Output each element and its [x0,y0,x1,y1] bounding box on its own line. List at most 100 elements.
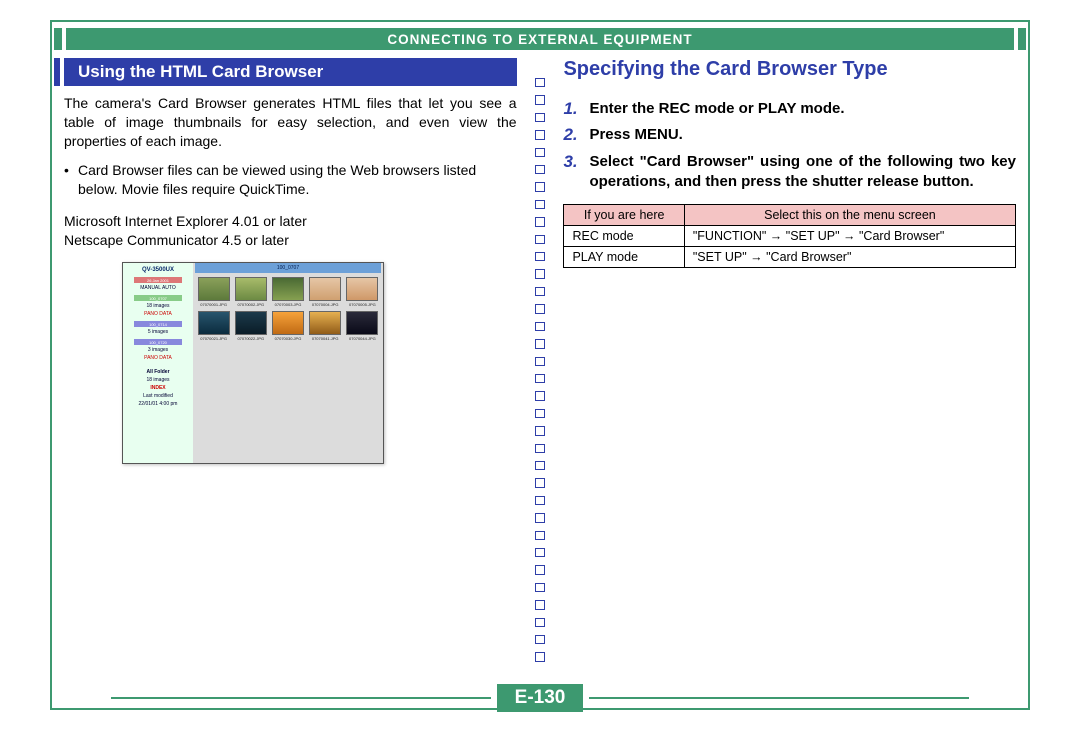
separator-square [535,426,545,435]
separator-square [535,287,545,296]
separator-square [535,130,545,139]
preview-thumb [309,311,341,335]
preview-side-sublabel: 5 images [134,329,182,335]
browser-list: Microsoft Internet Explorer 4.01 or late… [64,212,517,250]
preview-thumb [346,311,378,335]
preview-thumb-cell: 07070022.JPG [234,311,267,341]
preview-thumb [272,311,304,335]
preview-thumb-caption: 07070003.JPG [275,302,302,307]
preview-side-links: PANO DATA [134,311,182,317]
separator-square [535,235,545,244]
preview-thumb-cell: 07070041.JPG [309,311,342,341]
preview-thumb-cell: 07070005.JPG [346,277,379,307]
separator-square [535,583,545,592]
separator-square [535,600,545,609]
separator-square [535,148,545,157]
preview-footer-line: Last modified [139,393,178,399]
separator-square [535,548,545,557]
table-row: PLAY mode"SET UP" → "Card Browser" [564,247,1016,268]
table-row: REC mode"FUNCTION" → "SET UP" → "Card Br… [564,226,1016,247]
separator-square [535,252,545,261]
step-list: 1.Enter the REC mode or PLAY mode. 2.Pres… [563,99,1016,192]
preview-side-links: PANO DATA [134,355,182,361]
separator-square [535,618,545,627]
section-heading-bar: Using the HTML Card Browser [64,58,517,86]
preview-thumb-caption: 07070030.JPG [275,336,302,341]
step-item: 2.Press MENU. [563,125,1016,145]
preview-side-group: 100_07145 images [134,321,182,335]
bullet-marker: • [64,161,78,199]
preview-side-sublabel: 3 images [134,347,182,353]
preview-side-group: 100_0707 18 images PANO DATA [134,295,182,317]
table-cell-mode: PLAY mode [564,247,684,268]
step-text: Enter the REC mode or PLAY mode. [589,99,844,119]
preview-thumb-cell: 07070001.JPG [197,277,230,307]
step-item: 3.Select "Card Browser" using one of the… [563,152,1016,193]
separator-square [535,478,545,487]
footer-rule-left [111,697,491,699]
separator-square [535,269,545,278]
step-item: 1.Enter the REC mode or PLAY mode. [563,99,1016,119]
separator-square [535,113,545,122]
preview-footer-line: All Folder [139,369,178,375]
preview-side-bar: 100_0707 [134,295,182,301]
card-browser-screenshot: QV-3500UX 26 Jan 2001MANUAL AUTO100_0707… [122,262,384,464]
preview-thumb-caption: 07070021.JPG [200,336,227,341]
separator-square [535,78,545,87]
preview-thumb [309,277,341,301]
preview-thumb-caption: 07070002.JPG [237,302,264,307]
preview-thumb-caption: 07070005.JPG [349,302,376,307]
preview-thumb-cell: 07070030.JPG [271,311,304,341]
preview-thumb-cell: 07070004.JPG [309,277,342,307]
separator-square [535,444,545,453]
content-columns: Using the HTML Card Browser The camera's… [56,58,1024,670]
left-column: Using the HTML Card Browser The camera's… [56,58,525,670]
separator-square [535,409,545,418]
preview-thumb-caption: 07070001.JPG [200,302,227,307]
preview-thumb-cell: 07070021.JPG [197,311,230,341]
mode-table: If you are here Select this on the menu … [563,204,1016,268]
browser-line-2: Netscape Communicator 4.5 or later [64,231,517,250]
separator-square [535,95,545,104]
preview-thumb [346,277,378,301]
separator-square [535,322,545,331]
preview-thumb-cell: 07070044.JPG [346,311,379,341]
intro-paragraph: The camera's Card Browser generates HTML… [64,94,517,151]
browser-line-1: Microsoft Internet Explorer 4.01 or late… [64,212,517,231]
step-number: 2. [563,125,589,145]
column-separator [525,58,556,670]
preview-thumb [198,311,230,335]
separator-square [535,496,545,505]
separator-square [535,339,545,348]
preview-thumbnail-grid: 07070001.JPG 07070002.JPG 07070003.JPG 0707… [193,273,383,345]
right-title: Specifying the Card Browser Type [563,58,1016,81]
section-heading-title: Using the HTML Card Browser [64,62,323,82]
separator-square [535,165,545,174]
section-heading-accent [54,58,60,86]
table-cell-mode: REC mode [564,226,684,247]
header-accent-right [1018,28,1026,50]
separator-square [535,182,545,191]
preview-thumb [235,311,267,335]
header-accent-left [54,28,62,50]
page-footer: E-130 [0,684,1080,712]
table-cell-path: "FUNCTION" → "SET UP" → "Card Browser" [684,226,1015,247]
separator-square [535,374,545,383]
preview-thumb-caption: 07070041.JPG [312,336,339,341]
preview-footer-line: 22/01/01 4:00 pm [139,401,178,407]
table-head-left: If you are here [564,205,684,226]
right-column: Specifying the Card Browser Type 1.Enter… [555,58,1024,670]
preview-thumb-cell: 07070003.JPG [271,277,304,307]
separator-square [535,635,545,644]
separator-square [535,565,545,574]
separator-square [535,304,545,313]
chapter-header: CONNECTING TO EXTERNAL EQUIPMENT [66,28,1014,50]
table-head-right: Select this on the menu screen [684,205,1015,226]
step-text: Select "Card Browser" using one of the f… [589,152,1016,193]
preview-side-sublabel: 18 images [134,303,182,309]
separator-square [535,652,545,661]
footer-rule-right [589,697,969,699]
table-cell-path: "SET UP" → "Card Browser" [684,247,1015,268]
step-number: 1. [563,99,589,119]
separator-square [535,217,545,226]
